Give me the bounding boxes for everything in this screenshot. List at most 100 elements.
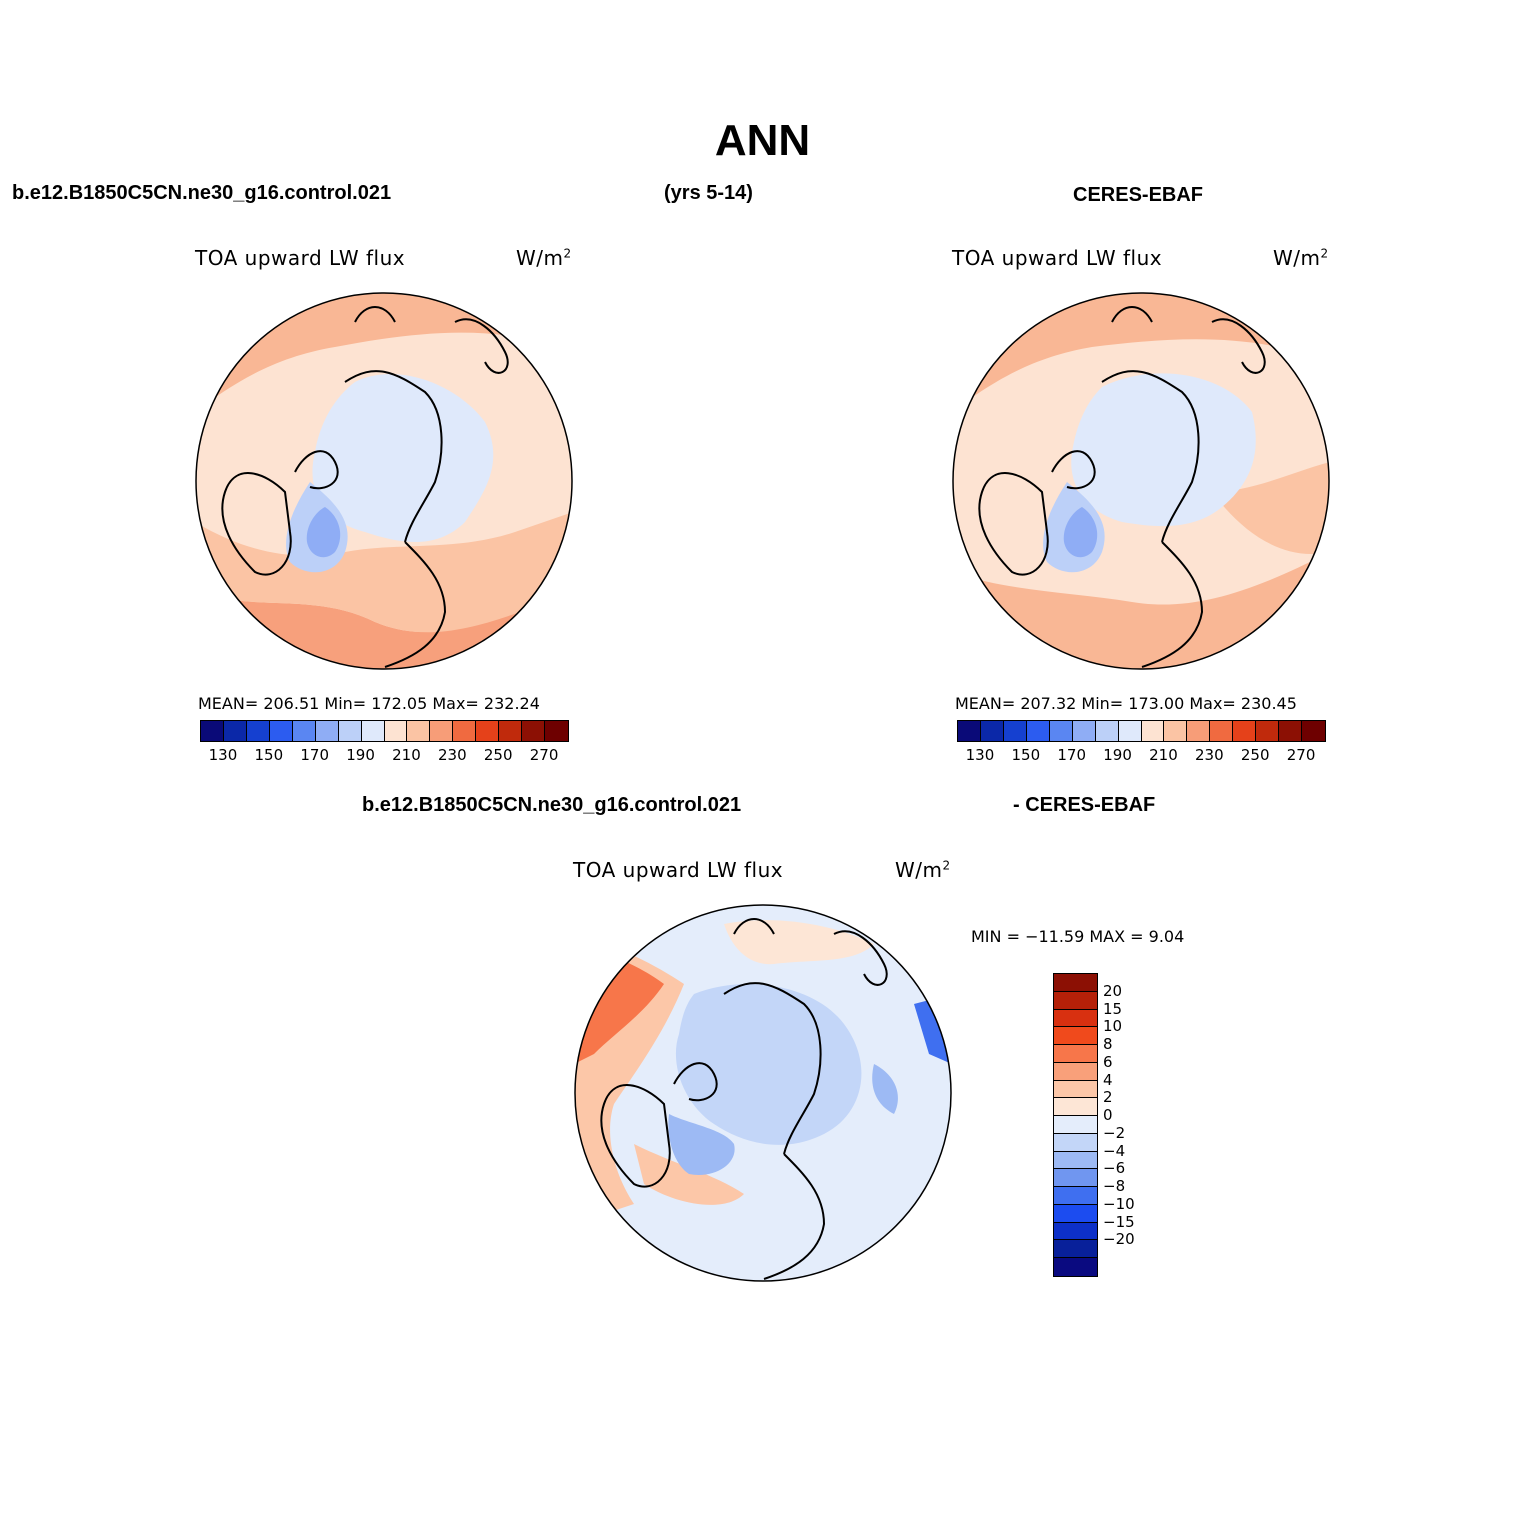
colorbar-tick-label: 230 bbox=[437, 746, 467, 764]
colorbar-tick-label: 20 bbox=[1103, 981, 1123, 1000]
panel3-variable: TOA upward LW flux bbox=[573, 858, 784, 882]
colorbar-tick-label: 130 bbox=[965, 746, 995, 764]
panel1-colorbar bbox=[200, 720, 569, 742]
colorbar-swatch bbox=[338, 721, 362, 741]
colorbar-swatch bbox=[407, 721, 431, 741]
colorbar-tick-label: 250 bbox=[483, 746, 513, 764]
colorbar-swatch bbox=[1054, 1009, 1097, 1028]
colorbar-tick-label: 15 bbox=[1103, 999, 1123, 1018]
colorbar-swatch bbox=[1054, 1240, 1097, 1258]
page-title: ANN bbox=[714, 116, 811, 165]
colorbar-swatch bbox=[1054, 974, 1097, 992]
colorbar-swatch bbox=[1118, 721, 1142, 741]
panel1-polar-map bbox=[195, 292, 573, 670]
colorbar-tick-label: 10 bbox=[1103, 1017, 1123, 1036]
colorbar-tick-label: −10 bbox=[1103, 1194, 1135, 1213]
colorbar-swatch bbox=[1054, 1187, 1097, 1205]
colorbar-tick-label: 210 bbox=[392, 746, 421, 764]
colorbar-swatch bbox=[1054, 1222, 1097, 1241]
panel2-stats: MEAN= 207.32 Min= 173.00 Max= 230.45 bbox=[955, 694, 1297, 713]
panel2-units: W/m2 bbox=[1273, 246, 1329, 270]
colorbar-swatch bbox=[1054, 991, 1097, 1010]
colorbar-swatch bbox=[1095, 721, 1119, 741]
colorbar-swatch bbox=[361, 721, 385, 741]
colorbar-swatch bbox=[958, 721, 981, 741]
colorbar-tick-label: −4 bbox=[1103, 1141, 1126, 1160]
colorbar-swatch bbox=[1302, 721, 1325, 741]
colorbar-swatch bbox=[1054, 1258, 1097, 1276]
colorbar-swatch bbox=[269, 721, 293, 741]
colorbar-tick-label: 170 bbox=[300, 746, 330, 764]
colorbar-tick-label: −20 bbox=[1103, 1230, 1135, 1249]
colorbar-tick-label: 4 bbox=[1103, 1070, 1113, 1089]
colorbar-swatch bbox=[384, 721, 408, 741]
colorbar-swatch bbox=[1072, 721, 1096, 741]
colorbar-swatch bbox=[1279, 721, 1303, 741]
colorbar-swatch bbox=[246, 721, 270, 741]
colorbar-tick-label: 150 bbox=[1011, 746, 1041, 764]
colorbar-tick-label: 170 bbox=[1057, 746, 1087, 764]
colorbar-tick-label: −15 bbox=[1103, 1212, 1135, 1231]
panel3-polar-map bbox=[574, 904, 952, 1282]
colorbar-tick-label: 8 bbox=[1103, 1035, 1113, 1054]
colorbar-swatch bbox=[1210, 721, 1234, 741]
case-name-left: b.e12.B1850C5CN.ne30_g16.control.021 bbox=[12, 182, 392, 204]
colorbar-swatch bbox=[1054, 1045, 1097, 1063]
colorbar-tick-label: 210 bbox=[1149, 746, 1178, 764]
colorbar-tick-label: 150 bbox=[254, 746, 284, 764]
colorbar-swatch bbox=[522, 721, 546, 741]
colorbar-tick-label: 190 bbox=[1103, 746, 1132, 764]
colorbar-swatch bbox=[1054, 1151, 1097, 1170]
colorbar-swatch bbox=[201, 721, 224, 741]
colorbar-swatch bbox=[1026, 721, 1050, 741]
colorbar-tick-label: 0 bbox=[1103, 1106, 1113, 1125]
colorbar-swatch bbox=[476, 721, 500, 741]
colorbar-tick-label: −2 bbox=[1103, 1123, 1126, 1142]
colorbar-swatch bbox=[430, 721, 454, 741]
colorbar-swatch bbox=[1141, 721, 1165, 741]
colorbar-swatch bbox=[545, 721, 568, 741]
panel3-units: W/m2 bbox=[895, 858, 951, 882]
colorbar-swatch bbox=[315, 721, 339, 741]
colorbar-tick-label: 6 bbox=[1103, 1052, 1113, 1071]
colorbar-swatch bbox=[1187, 721, 1211, 741]
panel1-variable: TOA upward LW flux bbox=[195, 246, 406, 270]
colorbar-swatch bbox=[980, 721, 1004, 741]
colorbar-tick-label: −6 bbox=[1103, 1159, 1126, 1178]
colorbar-swatch bbox=[1054, 1080, 1097, 1099]
colorbar-swatch bbox=[499, 721, 523, 741]
colorbar-swatch bbox=[1054, 1098, 1097, 1116]
panel2-colorbar bbox=[957, 720, 1326, 742]
colorbar-tick-label: 130 bbox=[208, 746, 238, 764]
obs-name-right: CERES-EBAF bbox=[1073, 184, 1204, 206]
colorbar-tick-label: 270 bbox=[529, 746, 559, 764]
colorbar-swatch bbox=[1054, 1133, 1097, 1152]
colorbar-tick-label: 230 bbox=[1194, 746, 1224, 764]
colorbar-swatch bbox=[1054, 1062, 1097, 1081]
colorbar-swatch bbox=[292, 721, 316, 741]
colorbar-swatch bbox=[1054, 1027, 1097, 1045]
colorbar-tick-label: 2 bbox=[1103, 1088, 1113, 1107]
diff-obs-name: - CERES-EBAF bbox=[1013, 794, 1156, 816]
diff-case-name: b.e12.B1850C5CN.ne30_g16.control.021 bbox=[362, 794, 742, 816]
panel2-polar-map bbox=[952, 292, 1330, 670]
colorbar-tick-label: −8 bbox=[1103, 1177, 1126, 1196]
colorbar-swatch bbox=[1054, 1169, 1097, 1187]
colorbar-swatch bbox=[1164, 721, 1188, 741]
panel1-units: W/m2 bbox=[516, 246, 572, 270]
colorbar-swatch bbox=[1049, 721, 1073, 741]
colorbar-swatch bbox=[1054, 1116, 1097, 1134]
colorbar-tick-label: 250 bbox=[1240, 746, 1270, 764]
colorbar-swatch bbox=[1054, 1204, 1097, 1223]
colorbar-tick-label: 270 bbox=[1286, 746, 1316, 764]
colorbar-swatch bbox=[223, 721, 247, 741]
colorbar-tick-label: 190 bbox=[346, 746, 375, 764]
colorbar-swatch bbox=[1233, 721, 1257, 741]
colorbar-swatch bbox=[453, 721, 477, 741]
panel3-stats: MIN = −11.59 MAX = 9.04 bbox=[971, 927, 1185, 946]
panel1-stats: MEAN= 206.51 Min= 172.05 Max= 232.24 bbox=[198, 694, 540, 713]
panel3-colorbar bbox=[1053, 973, 1098, 1277]
colorbar-swatch bbox=[1003, 721, 1027, 741]
years-label: (yrs 5-14) bbox=[664, 182, 753, 204]
panel2-variable: TOA upward LW flux bbox=[952, 246, 1163, 270]
